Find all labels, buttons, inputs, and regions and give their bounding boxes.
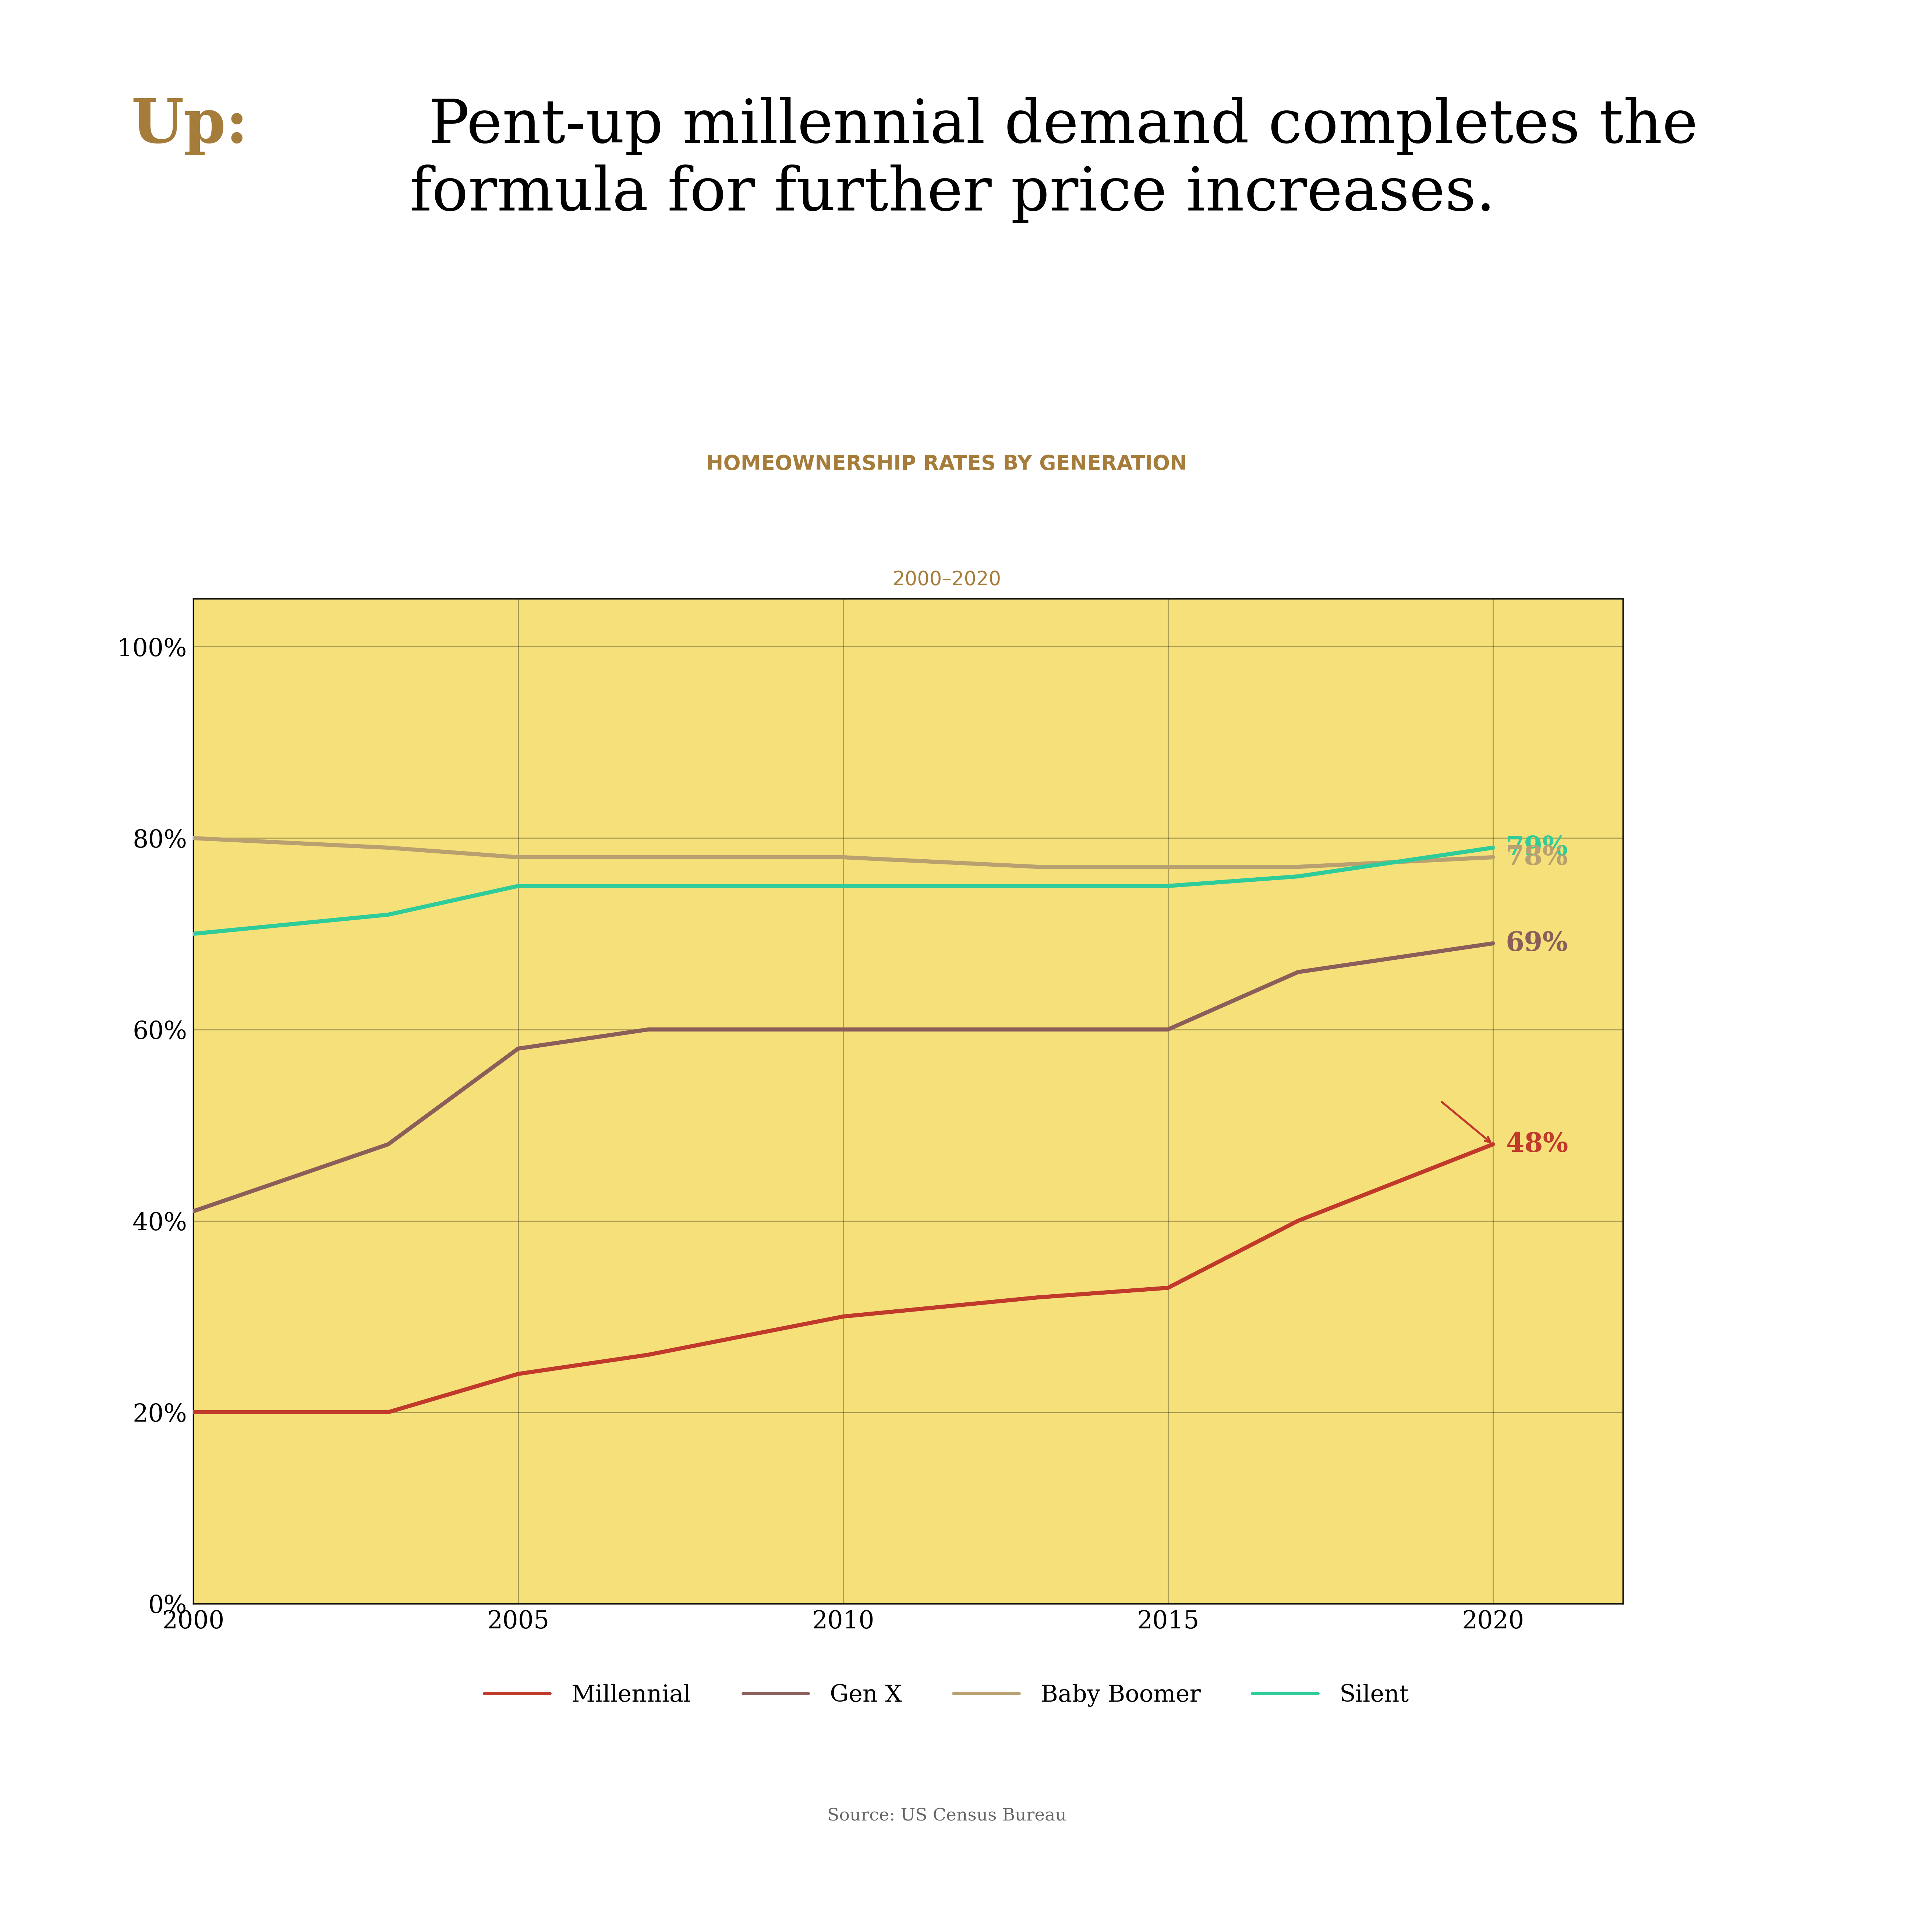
Text: 69%: 69% [1505, 931, 1569, 956]
Text: 78%: 78% [1505, 844, 1569, 869]
Text: 48%: 48% [1505, 1132, 1569, 1157]
Legend: Millennial, Gen X, Baby Boomer, Silent: Millennial, Gen X, Baby Boomer, Silent [475, 1675, 1418, 1716]
Text: Source: US Census Bureau: Source: US Census Bureau [827, 1808, 1066, 1824]
Text: HOMEOWNERSHIP RATES BY GENERATION: HOMEOWNERSHIP RATES BY GENERATION [707, 454, 1186, 473]
Text: Up:: Up: [131, 97, 247, 155]
Text: Pent-up millennial demand completes the
formula for further price increases.: Pent-up millennial demand completes the … [410, 97, 1698, 222]
Text: 79%: 79% [1505, 835, 1569, 862]
Text: 2000–2020: 2000–2020 [893, 570, 1001, 589]
